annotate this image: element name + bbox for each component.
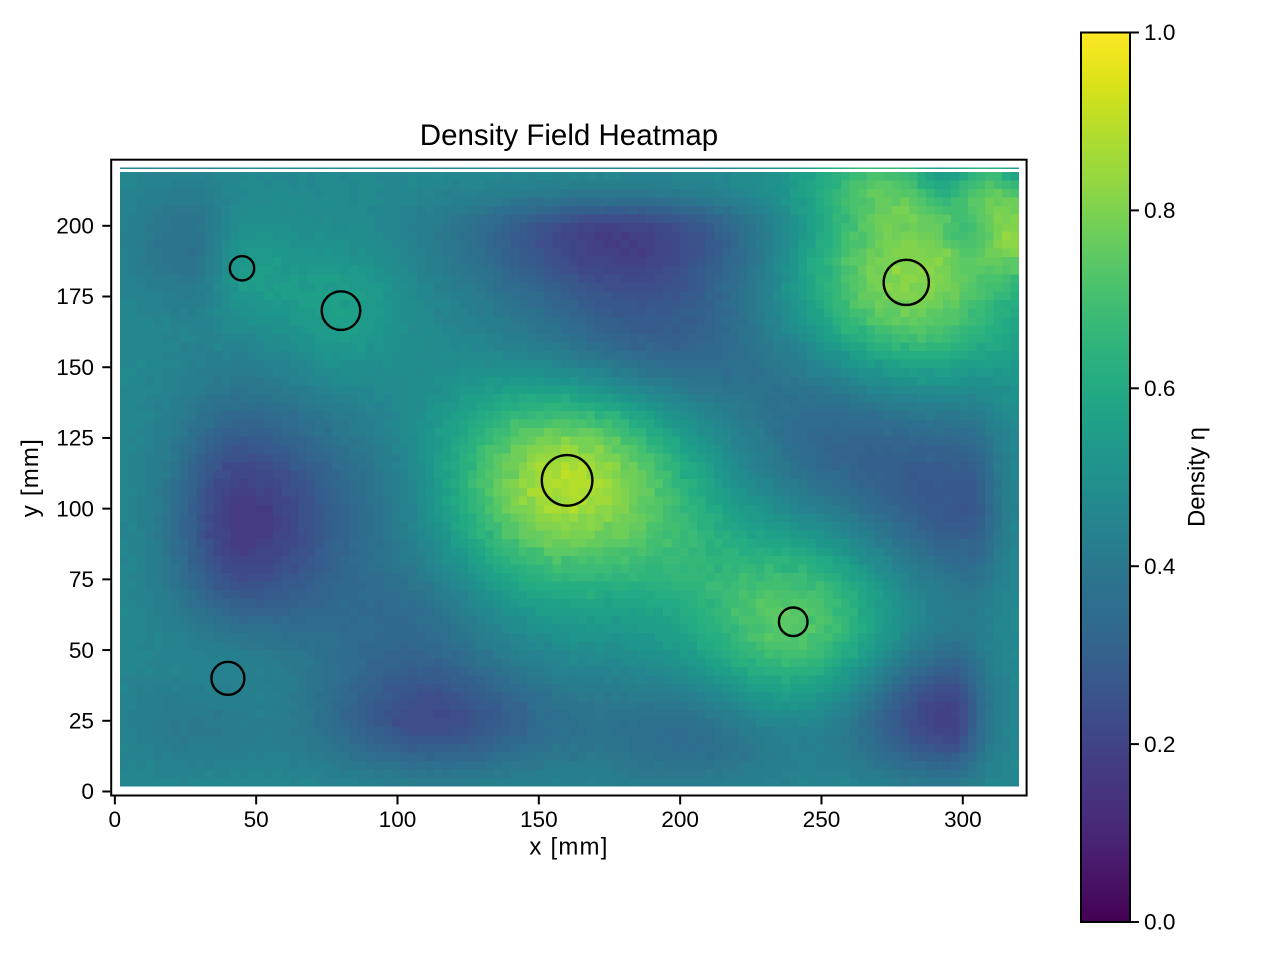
svg-text:0: 0 <box>81 779 94 804</box>
svg-text:250: 250 <box>803 807 841 832</box>
svg-text:50: 50 <box>244 807 269 832</box>
svg-text:100: 100 <box>379 807 417 832</box>
svg-text:0.4: 0.4 <box>1144 554 1175 579</box>
svg-text:0.2: 0.2 <box>1144 732 1175 757</box>
svg-text:Density Field Heatmap: Density Field Heatmap <box>420 119 718 152</box>
svg-text:1.0: 1.0 <box>1144 20 1175 45</box>
svg-text:150: 150 <box>56 355 94 380</box>
svg-text:150: 150 <box>520 807 558 832</box>
svg-text:50: 50 <box>69 638 94 663</box>
svg-text:200: 200 <box>661 807 699 832</box>
svg-text:200: 200 <box>56 214 94 239</box>
svg-text:y [mm]: y [mm] <box>17 438 44 517</box>
svg-text:300: 300 <box>944 807 982 832</box>
svg-text:100: 100 <box>56 496 94 521</box>
svg-text:25: 25 <box>69 708 94 733</box>
svg-text:0.0: 0.0 <box>1144 910 1175 935</box>
svg-text:0.8: 0.8 <box>1144 198 1175 223</box>
svg-text:x [mm]: x [mm] <box>529 834 608 861</box>
svg-text:0.6: 0.6 <box>1144 376 1175 401</box>
svg-text:75: 75 <box>69 567 94 592</box>
svg-text:Density η: Density η <box>1184 427 1211 527</box>
svg-text:0: 0 <box>109 807 122 832</box>
svg-text:175: 175 <box>56 284 94 309</box>
svg-text:125: 125 <box>56 426 94 451</box>
